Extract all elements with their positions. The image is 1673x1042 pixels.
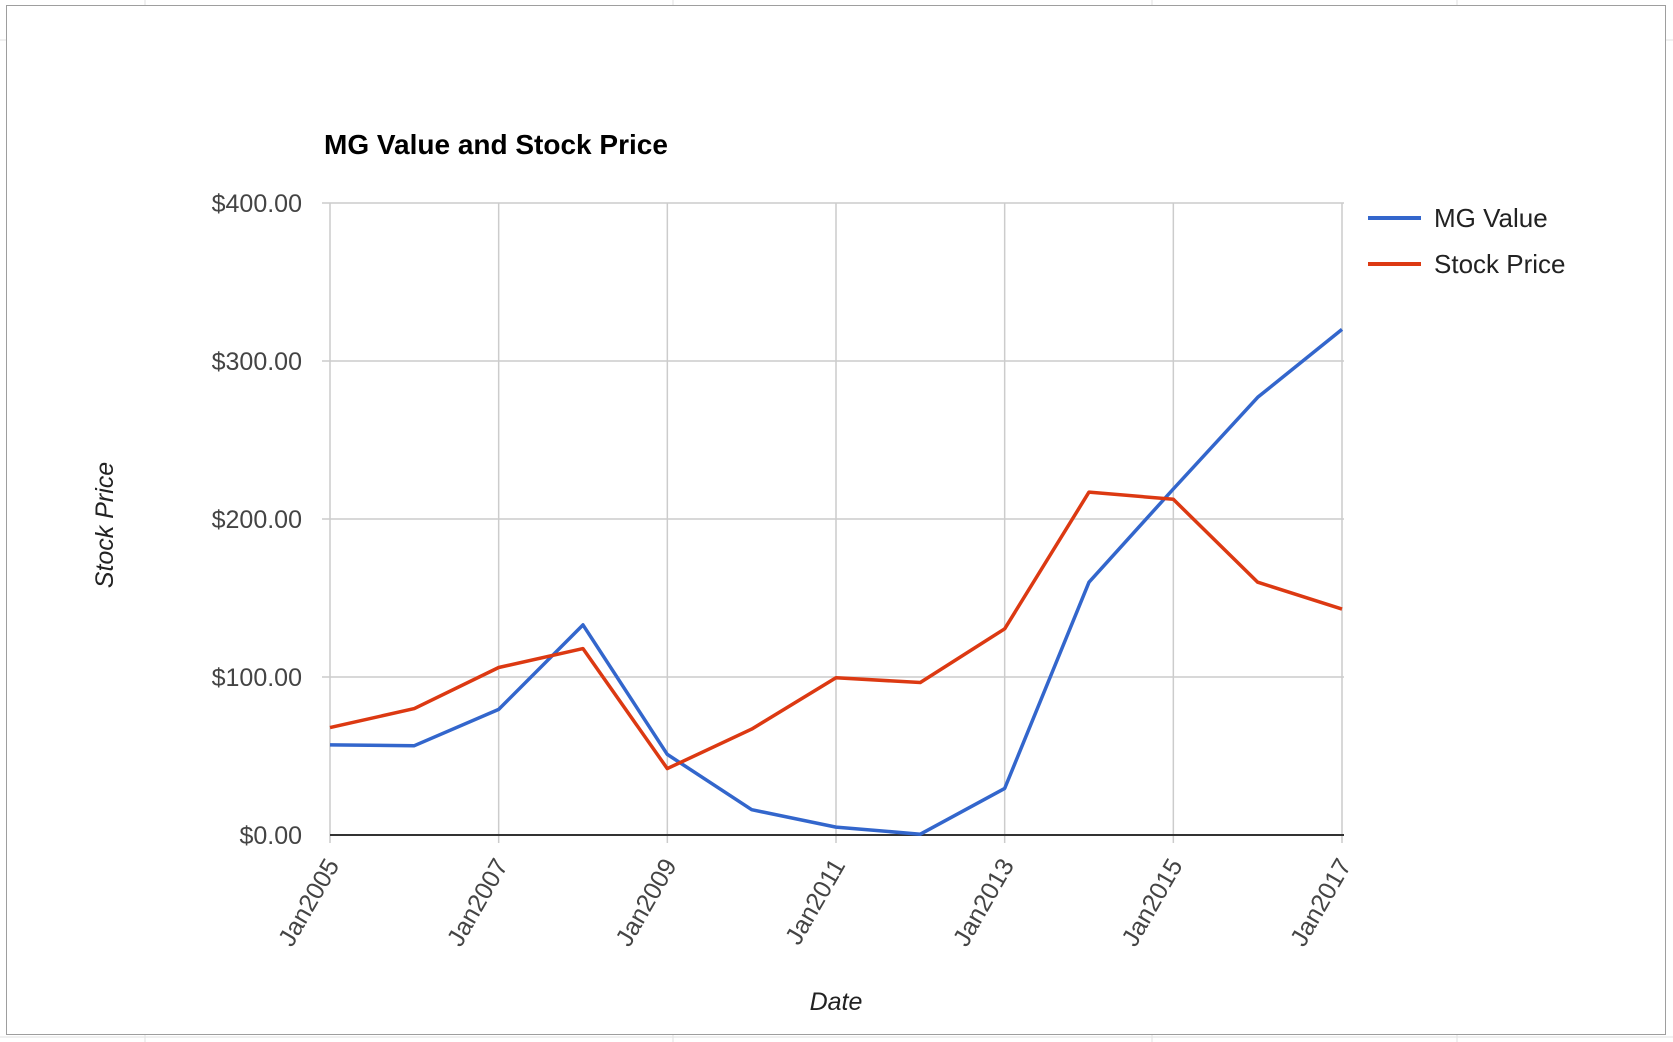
x-tick-label: Jan2005 bbox=[273, 854, 345, 951]
y-tick-label: $200.00 bbox=[212, 506, 302, 534]
x-tick-label: Jan2013 bbox=[948, 854, 1020, 951]
y-axis-label: Stock Price bbox=[91, 462, 119, 588]
series-lines bbox=[329, 328, 1344, 836]
x-tick-label: Jan2011 bbox=[780, 854, 851, 949]
legend-label: Stock Price bbox=[1434, 249, 1566, 279]
line-chart: MG Value and Stock Price $0.00 $100.00 $20… bbox=[91, 129, 1566, 1016]
gridlines bbox=[322, 202, 1344, 843]
y-tick-label: $300.00 bbox=[212, 348, 302, 376]
series-line-stock-price bbox=[329, 490, 1343, 771]
chart-title: MG Value and Stock Price bbox=[324, 129, 668, 160]
x-tick-label: Jan2017 bbox=[1285, 854, 1357, 951]
axes: $0.00 $100.00 $200.00 $300.00 $400.00 Jan2005… bbox=[212, 190, 1358, 951]
chart-container[interactable]: MG Value and Stock Price $0.00 $100.00 $20… bbox=[6, 5, 1666, 1035]
legend-label: MG Value bbox=[1434, 203, 1548, 233]
legend[interactable]: MG Value Stock Price bbox=[1368, 203, 1566, 279]
x-tick-label: Jan2009 bbox=[610, 854, 682, 951]
x-tick-label: Jan2015 bbox=[1116, 854, 1188, 951]
series-line-mg-value bbox=[329, 328, 1344, 836]
y-tick-label: $100.00 bbox=[212, 664, 302, 692]
y-tick-label: $400.00 bbox=[212, 190, 302, 218]
x-tick-label: Jan2007 bbox=[442, 854, 514, 951]
y-tick-label: $0.00 bbox=[239, 822, 302, 850]
x-axis-label: Date bbox=[810, 988, 863, 1016]
